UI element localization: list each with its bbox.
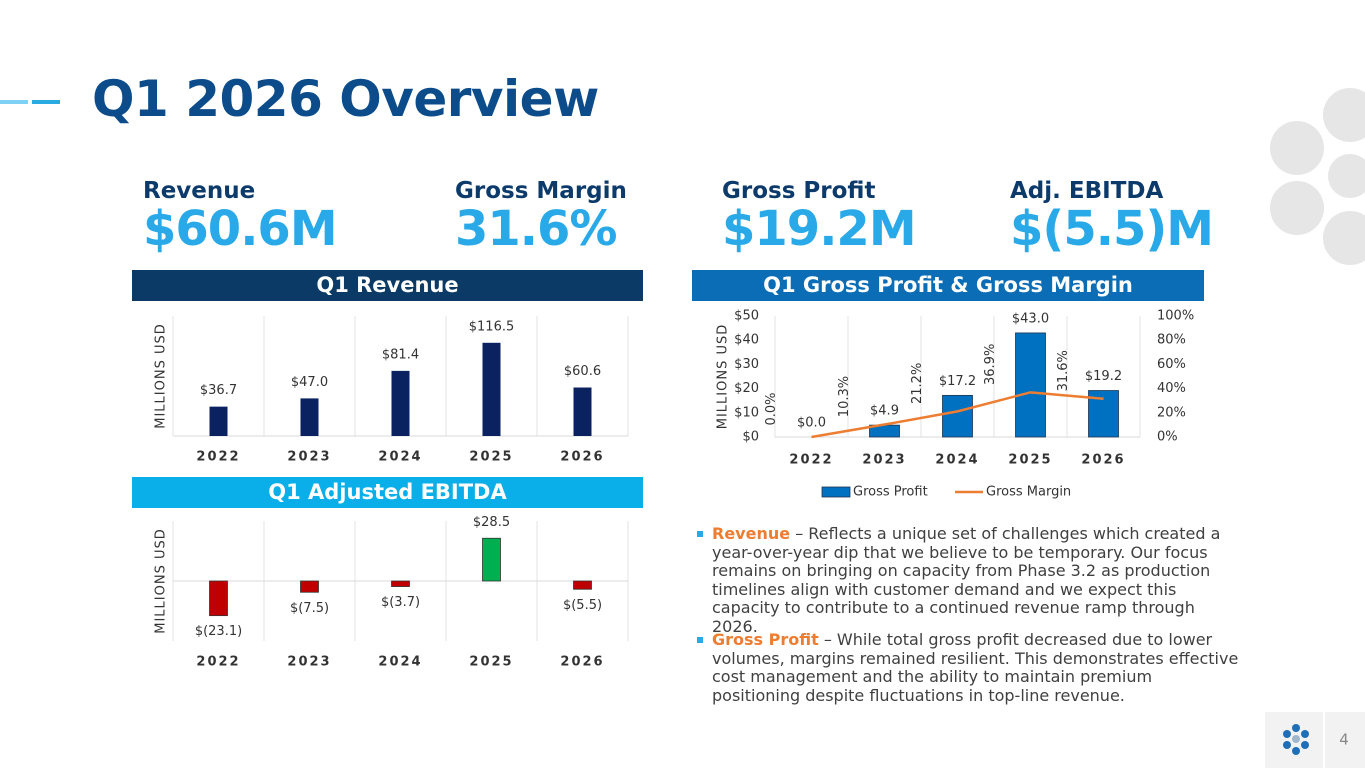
data-label: $19.2 xyxy=(1085,369,1122,384)
decor-circles xyxy=(1270,88,1365,265)
x-tick-label: 2022 xyxy=(789,453,833,468)
bar xyxy=(482,342,501,436)
y2-tick-label: 20% xyxy=(1157,405,1186,420)
bullet-heading: Gross Profit xyxy=(712,630,819,649)
y-tick-label: $40 xyxy=(734,333,759,348)
y2-tick-label: 80% xyxy=(1157,333,1186,348)
chart-title: Q1 Adjusted EBITDA xyxy=(132,477,643,508)
data-label: $116.5 xyxy=(469,319,515,334)
y-tick-label: $10 xyxy=(734,405,759,420)
legend-label: Gross Margin xyxy=(986,485,1071,500)
x-tick-label: 2022 xyxy=(196,655,240,670)
x-tick-label: 2026 xyxy=(1081,453,1125,468)
y-axis-label: MILLIONS USD xyxy=(716,324,731,430)
bar xyxy=(391,580,410,587)
data-label: $(23.1) xyxy=(195,624,242,639)
data-label: 21.2% xyxy=(910,363,925,404)
data-label: $60.6 xyxy=(564,364,601,379)
data-label: $0.0 xyxy=(797,416,826,431)
data-label: $47.0 xyxy=(291,375,328,390)
data-label: $(3.7) xyxy=(381,595,420,610)
data-label: $17.2 xyxy=(939,374,976,389)
bullet-heading: Revenue xyxy=(712,524,791,543)
x-tick-label: 2025 xyxy=(469,655,513,670)
y-tick-label: $0 xyxy=(742,430,759,445)
bar xyxy=(300,398,319,436)
bar xyxy=(300,580,319,593)
data-label: 36.9% xyxy=(983,344,998,385)
data-label: $36.7 xyxy=(200,383,237,398)
kpi: Gross Profit $19.2M xyxy=(722,176,917,257)
legend-label: Gross Profit xyxy=(853,485,928,500)
bar xyxy=(209,406,228,436)
x-tick-label: 2023 xyxy=(287,450,331,465)
data-label: 10.3% xyxy=(837,376,852,417)
bullet: Revenue – Reflects a unique set of chall… xyxy=(697,524,1242,636)
bar xyxy=(573,580,592,590)
page-number: 4 xyxy=(1339,731,1349,749)
footer-box xyxy=(1265,712,1365,768)
bullet-text: – Reflects a unique set of challenges wh… xyxy=(712,524,1221,636)
y-axis-label: MILLIONS USD xyxy=(154,528,169,634)
bar xyxy=(942,394,973,438)
kpi-value: 31.6% xyxy=(455,201,618,257)
x-tick-label: 2026 xyxy=(560,655,604,670)
y-tick-label: $20 xyxy=(734,381,759,396)
x-tick-label: 2024 xyxy=(935,453,979,468)
chart-title: Q1 Revenue xyxy=(132,270,643,301)
data-label: $43.0 xyxy=(1012,311,1049,326)
y2-tick-label: 100% xyxy=(1157,309,1194,324)
legend-swatch xyxy=(821,486,851,498)
x-tick-label: 2022 xyxy=(196,450,240,465)
kpi-value: $60.6M xyxy=(143,201,338,257)
data-label: 0.0% xyxy=(764,392,779,425)
x-tick-label: 2024 xyxy=(378,450,422,465)
y-axis-label: MILLIONS USD xyxy=(154,323,169,429)
bar xyxy=(391,370,410,436)
kpi-value: $(5.5)M xyxy=(1010,201,1214,257)
x-tick-label: 2025 xyxy=(1008,453,1052,468)
kpi: Gross Margin 31.6% xyxy=(455,176,627,257)
kpi: Adj. EBITDA $(5.5)M xyxy=(1010,176,1214,257)
kpi-value: $19.2M xyxy=(722,201,917,257)
y2-tick-label: 0% xyxy=(1157,430,1178,445)
y2-tick-label: 60% xyxy=(1157,357,1186,372)
footer-logo xyxy=(1283,724,1309,755)
bullet-text: – While total gross profit decreased due… xyxy=(712,630,1239,705)
slide-title: Q1 2026 Overview xyxy=(92,70,599,128)
kpi-label: Adj. EBITDA xyxy=(1010,178,1164,204)
data-label: 31.6% xyxy=(1056,350,1071,391)
x-tick-label: 2023 xyxy=(862,453,906,468)
y-tick-label: $30 xyxy=(734,357,759,372)
bar xyxy=(209,580,228,617)
x-tick-label: 2026 xyxy=(560,450,604,465)
x-tick-label: 2025 xyxy=(469,450,513,465)
kpi-label: Gross Profit xyxy=(722,178,876,204)
line xyxy=(811,391,1104,439)
x-tick-label: 2024 xyxy=(378,655,422,670)
data-label: $81.4 xyxy=(382,347,419,362)
data-label: $(7.5) xyxy=(290,601,329,616)
data-label: $(5.5) xyxy=(563,598,602,613)
x-tick-label: 2023 xyxy=(287,655,331,670)
kpi-label: Revenue xyxy=(143,178,256,204)
kpi-label: Gross Margin xyxy=(455,178,627,204)
y2-tick-label: 40% xyxy=(1157,381,1186,396)
bullet: Gross Profit – While total gross profit … xyxy=(697,630,1242,705)
data-label: $4.9 xyxy=(870,404,899,419)
chart-title: Q1 Gross Profit & Gross Margin xyxy=(692,270,1204,301)
data-label: $28.5 xyxy=(473,515,510,530)
y-tick-label: $50 xyxy=(734,309,759,324)
bar xyxy=(482,537,501,582)
bar xyxy=(573,387,592,436)
kpi: Revenue $60.6M xyxy=(143,176,338,257)
bar xyxy=(1015,332,1046,438)
